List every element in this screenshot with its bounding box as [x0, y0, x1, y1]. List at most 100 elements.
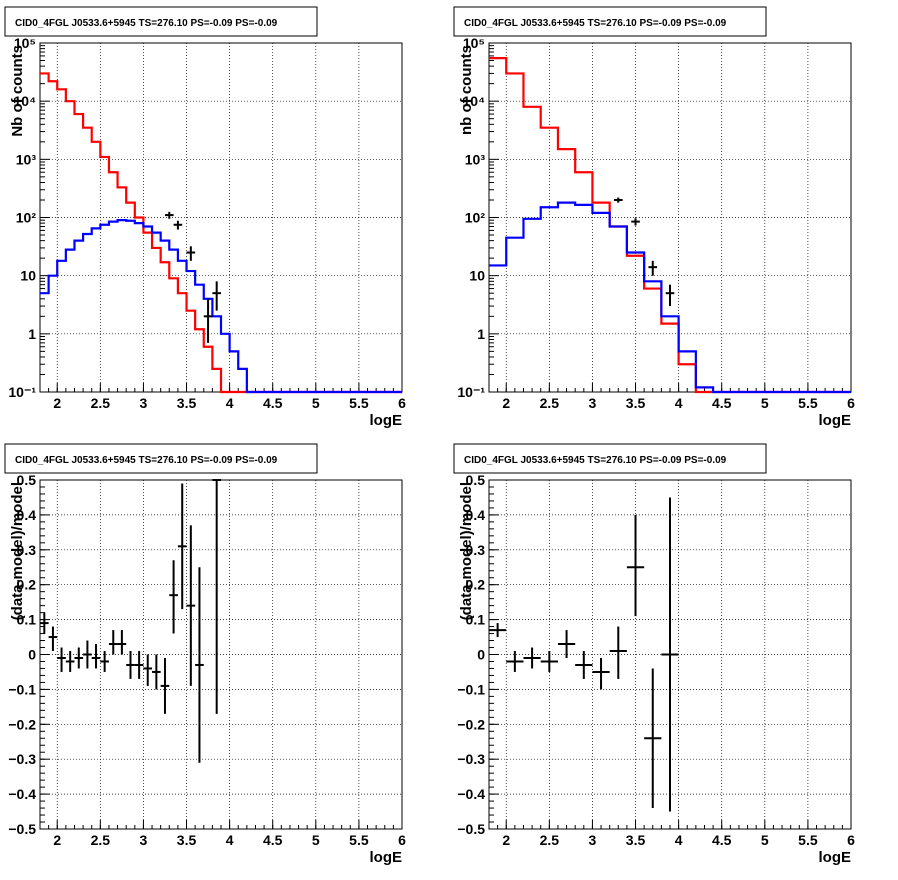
y-tick-label: 0.5 [466, 472, 486, 488]
data-point [152, 654, 161, 690]
x-tick-label: 2 [502, 832, 510, 848]
y-tick-label: 10³ [16, 151, 37, 167]
title-box [453, 6, 767, 37]
y-tick-label: −0.3 [8, 751, 36, 767]
y-tick-label: 10² [465, 210, 486, 226]
data-point [108, 630, 118, 655]
data-point [126, 651, 135, 679]
x-tick-label: 5.5 [798, 832, 818, 848]
x-axis-label: logE [370, 849, 403, 866]
x-tick-label: 6 [847, 832, 855, 848]
x-tick-label: 2.5 [540, 395, 560, 411]
x-tick-label: 3 [140, 832, 148, 848]
data-point [74, 647, 84, 669]
title-box [453, 443, 767, 474]
x-tick-label: 3 [140, 395, 148, 411]
chart-title: CID0_4FGL J0533.6+5945 TS=276.10 PS=-0.0… [464, 18, 727, 29]
data-point [644, 668, 662, 809]
x-tick-label: 2.5 [91, 395, 111, 411]
x-tick-label: 2.5 [91, 832, 111, 848]
x-tick-label: 5.5 [349, 832, 369, 848]
data-point [195, 567, 204, 763]
y-tick-label: 0 [28, 647, 36, 663]
y-axis-label: nb of counts [458, 45, 475, 135]
chart-panel-3: 2 2.5 3 3.5 4 4.5 5 5.5 6 −0.5 −0.4 −0.3 −0.2 −0.1 0 0.… [4, 443, 406, 866]
x-tick-label: 2 [53, 395, 61, 411]
data-point [48, 626, 58, 652]
y-tick-label: −0.2 [8, 716, 36, 732]
histogram-series-2 [40, 219, 402, 394]
data-point [489, 623, 507, 638]
x-tick-label: 6 [398, 395, 406, 411]
x-axis-label: logE [819, 412, 852, 429]
y-tick-label: 10³ [465, 151, 486, 167]
data-point [203, 298, 213, 343]
y-tick-label: 10⁵ [463, 35, 485, 51]
x-tick-label: 3 [589, 395, 597, 411]
data-point [83, 640, 92, 669]
chart-panel-2: 2 2.5 3 3.5 4 4.5 5 5.5 6 10⁻¹ 1 10 10² 10³ 10⁴ 10⁵ CID0… [453, 6, 855, 429]
y-tick-label: 1 [477, 326, 485, 342]
y-tick-label: −0.4 [8, 786, 36, 802]
y-tick-label: −0.3 [457, 751, 485, 767]
y-tick-label: 0.2 [17, 577, 37, 593]
data-point [186, 246, 196, 261]
y-tick-label: 10⁵ [14, 35, 36, 51]
y-tick-label: 0.5 [17, 472, 37, 488]
y-axis-label: (data-model)/model [458, 482, 475, 620]
y-tick-label: 0.2 [466, 577, 486, 593]
data-point [592, 657, 610, 690]
title-box [4, 443, 318, 474]
data-point [609, 626, 627, 679]
data-point [626, 514, 645, 617]
histogram-series-2 [489, 201, 851, 394]
y-tick-label: 0.1 [17, 612, 37, 628]
y-tick-label: 10 [469, 268, 485, 284]
data-point [164, 211, 174, 219]
x-tick-label: 3.5 [626, 832, 646, 848]
x-tick-label: 3.5 [177, 832, 197, 848]
data-point [134, 651, 144, 679]
y-tick-label: 0.1 [466, 612, 486, 628]
y-axis-label: Nb of counts [9, 45, 26, 137]
y-tick-label: 0.3 [466, 542, 486, 558]
y-tick-label: 10 [20, 268, 36, 284]
y-tick-label: −0.1 [457, 681, 485, 697]
data-point [65, 651, 75, 672]
y-tick-label: 10⁴ [463, 93, 486, 109]
y-tick-label: −0.2 [457, 716, 485, 732]
data-point [91, 644, 101, 669]
x-tick-label: 5 [312, 395, 320, 411]
y-tick-label: 10² [16, 210, 37, 226]
y-tick-label: 0.4 [466, 507, 486, 523]
data-point [506, 651, 524, 672]
y-tick-label: −0.4 [457, 786, 485, 802]
y-axis-label: (data-model)/model [9, 482, 26, 620]
x-tick-label: 3 [589, 832, 597, 848]
y-tick-label: 10⁻¹ [457, 384, 485, 400]
data-point [557, 630, 576, 658]
y-tick-label: 0.3 [17, 542, 37, 558]
x-tick-label: 3.5 [177, 395, 197, 411]
data-point [212, 479, 221, 714]
chart-title: CID0_4FGL J0533.6+5945 TS=276.10 PS=-0.0… [15, 455, 278, 466]
chart-panel-4: 2 2.5 3 3.5 4 4.5 5 5.5 6 −0.5 −0.4 −0.3 −0.2 −0.1 0 0.… [453, 443, 855, 866]
x-tick-label: 2 [53, 832, 61, 848]
data-point [173, 220, 183, 230]
x-tick-label: 4 [675, 832, 683, 848]
chart-title: CID0_4FGL J0533.6+5945 TS=276.10 PS=-0.0… [15, 18, 278, 29]
x-axis-label: logE [819, 849, 852, 866]
data-point [661, 497, 679, 812]
x-tick-label: 5 [312, 832, 320, 848]
data-point [100, 651, 109, 672]
x-tick-label: 4.5 [712, 395, 732, 411]
x-tick-label: 5 [761, 832, 769, 848]
x-tick-label: 5.5 [798, 395, 818, 411]
data-point [186, 525, 196, 686]
x-tick-label: 4 [675, 395, 683, 411]
data-point [540, 651, 558, 672]
y-tick-label: −0.5 [8, 821, 36, 837]
x-tick-label: 6 [398, 832, 406, 848]
